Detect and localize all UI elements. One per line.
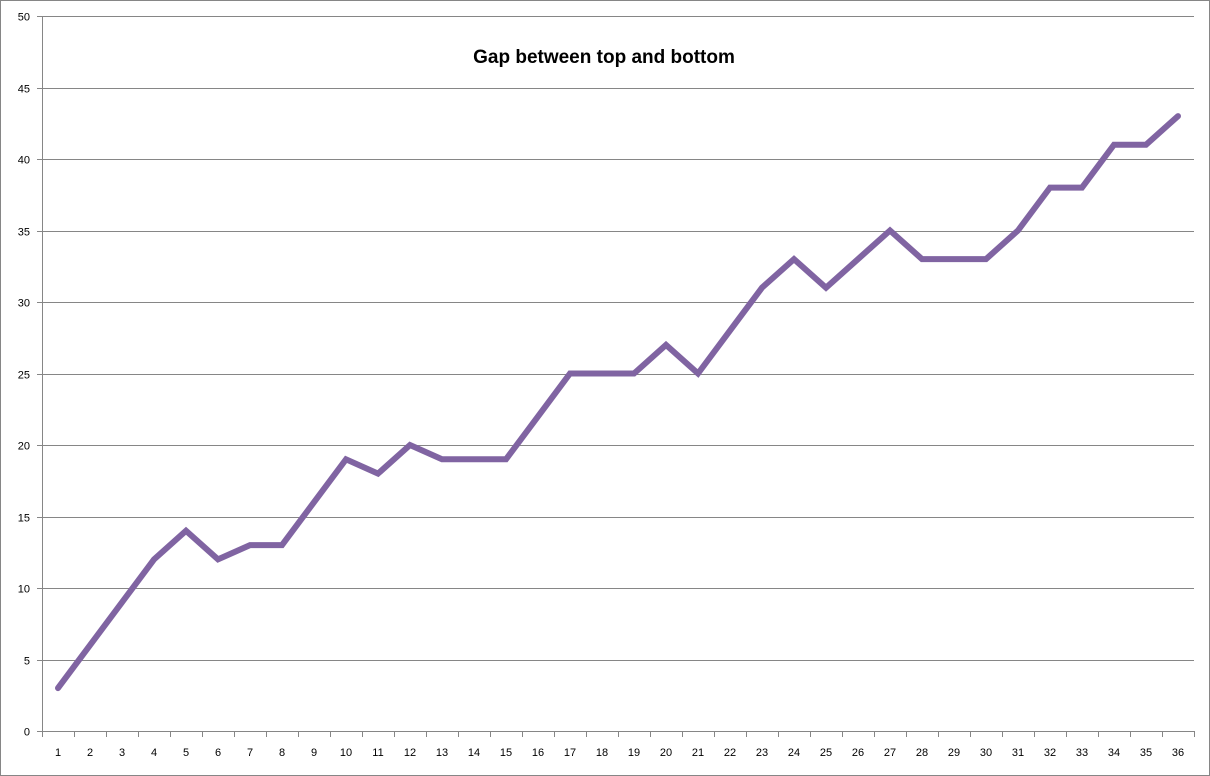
x-tick-label-32: 32 bbox=[1044, 747, 1056, 759]
x-tick-label-14: 14 bbox=[468, 747, 480, 759]
x-tick-label-18: 18 bbox=[596, 747, 608, 759]
chart-title: Gap between top and bottom bbox=[473, 47, 735, 68]
x-tick-label-10: 10 bbox=[340, 747, 352, 759]
x-tick-label-7: 7 bbox=[247, 747, 253, 759]
x-tick-label-3: 3 bbox=[119, 747, 125, 759]
x-tick-label-8: 8 bbox=[279, 747, 285, 759]
y-tick-label-45: 45 bbox=[18, 84, 30, 96]
y-tick-label-50: 50 bbox=[18, 12, 30, 24]
x-tick-label-22: 22 bbox=[724, 747, 736, 759]
y-tick-label-35: 35 bbox=[18, 227, 30, 239]
series-line-0 bbox=[55, 113, 1181, 692]
x-tick-labels: 1 2 3 4 5 6 7 8 9 10 11 12 13 14 15 16 17 18 19 20 21 22 23 24 2… bbox=[55, 747, 1184, 759]
x-tick-label-9: 9 bbox=[311, 747, 317, 759]
x-tick-label-33: 33 bbox=[1076, 747, 1088, 759]
x-tick-label-13: 13 bbox=[436, 747, 448, 759]
x-tick-label-1: 1 bbox=[55, 747, 61, 759]
x-tick-label-20: 20 bbox=[660, 747, 672, 759]
x-tick-label-31: 31 bbox=[1012, 747, 1024, 759]
y-tick-label-0: 0 bbox=[24, 727, 30, 739]
x-tick-label-34: 34 bbox=[1108, 747, 1120, 759]
x-tick-label-2: 2 bbox=[87, 747, 93, 759]
x-tick-label-17: 17 bbox=[564, 747, 576, 759]
x-tick-label-21: 21 bbox=[692, 747, 704, 759]
x-tick-label-30: 30 bbox=[980, 747, 992, 759]
x-tick-label-36: 36 bbox=[1172, 747, 1184, 759]
x-tick-label-5: 5 bbox=[183, 747, 189, 759]
x-tick-label-28: 28 bbox=[916, 747, 928, 759]
gridlines bbox=[42, 16, 1194, 661]
x-tick-label-25: 25 bbox=[820, 747, 832, 759]
x-tick-label-11: 11 bbox=[372, 747, 383, 759]
x-tick-label-29: 29 bbox=[948, 747, 960, 759]
x-tick-label-12: 12 bbox=[404, 747, 416, 759]
y-tick-label-40: 40 bbox=[18, 155, 30, 167]
x-tick-label-27: 27 bbox=[884, 747, 896, 759]
y-tick-labels: 0 5 10 15 20 25 30 35 40 45 50 bbox=[18, 12, 30, 739]
x-tick-label-6: 6 bbox=[215, 747, 221, 759]
y-tick-label-5: 5 bbox=[24, 656, 30, 668]
x-tick-label-24: 24 bbox=[788, 747, 800, 759]
x-tick-label-4: 4 bbox=[151, 747, 157, 759]
x-tick-label-15: 15 bbox=[500, 747, 512, 759]
x-tick-label-19: 19 bbox=[628, 747, 640, 759]
y-tick-label-10: 10 bbox=[18, 584, 30, 596]
y-tick-label-25: 25 bbox=[18, 370, 30, 382]
x-tick-label-26: 26 bbox=[852, 747, 864, 759]
x-tick-label-23: 23 bbox=[756, 747, 768, 759]
y-tick-label-20: 20 bbox=[18, 441, 30, 453]
x-tick-label-35: 35 bbox=[1140, 747, 1152, 759]
x-tick-label-16: 16 bbox=[532, 747, 544, 759]
y-tick-label-30: 30 bbox=[18, 298, 30, 310]
y-tick-label-15: 15 bbox=[18, 513, 30, 525]
axes bbox=[37, 16, 1195, 737]
series-layer bbox=[55, 113, 1181, 692]
